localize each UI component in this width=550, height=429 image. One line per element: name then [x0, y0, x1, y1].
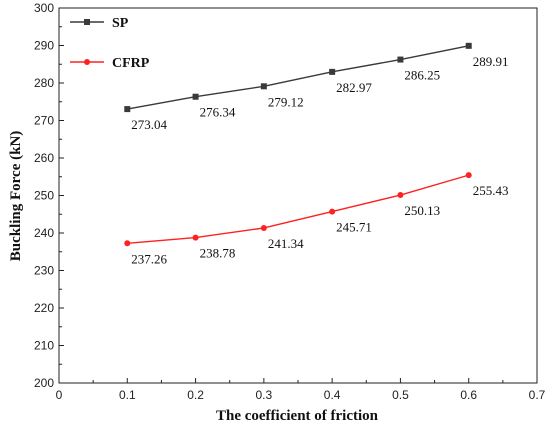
cfrp-data-label: 250.13 [404, 203, 440, 218]
x-tick-label: 0.7 [529, 388, 546, 402]
sp-point [329, 68, 336, 75]
sp-point [192, 93, 199, 100]
cfrp-point [465, 172, 472, 179]
cfrp-point [260, 224, 267, 231]
x-axis-title: The coefficient of friction [216, 408, 379, 424]
x-tick-label: 0.2 [187, 388, 204, 402]
y-tick-label: 270 [34, 114, 54, 128]
sp-legend-marker [84, 19, 90, 25]
y-tick-label: 230 [34, 264, 54, 278]
sp-legend-label: SP [112, 16, 129, 31]
y-axis-title: Buckling Force (kN) [8, 131, 24, 262]
y-tick-label: 250 [34, 189, 54, 203]
cfrp-data-label: 237.26 [131, 251, 167, 266]
cfrp-data-label: 241.34 [268, 236, 304, 251]
cfrp-point [397, 192, 404, 199]
sp-point [397, 56, 404, 63]
cfrp-series-line [127, 174, 469, 244]
sp-data-label: 276.34 [200, 105, 236, 120]
cfrp-data-label: 245.71 [336, 220, 372, 235]
sp-point [465, 42, 472, 49]
x-tick-label: 0.1 [119, 388, 136, 402]
y-tick-label: 300 [34, 1, 54, 15]
x-tick-label: 0.4 [324, 388, 341, 402]
cfrp-legend-marker [84, 59, 90, 65]
sp-data-label: 286.25 [404, 68, 440, 83]
y-tick-label: 290 [34, 39, 54, 53]
y-tick-label: 240 [34, 226, 54, 240]
sp-data-label: 273.04 [131, 117, 167, 132]
cfrp-point [192, 234, 199, 241]
y-tick-label: 200 [34, 376, 54, 390]
x-tick-label: 0 [56, 388, 63, 402]
cfrp-point [124, 240, 131, 247]
y-tick-label: 280 [34, 76, 54, 90]
sp-data-label: 279.12 [268, 94, 304, 109]
x-tick-label: 0.3 [256, 388, 273, 402]
x-tick-label: 0.5 [392, 388, 409, 402]
y-tick-label: 210 [34, 339, 54, 353]
sp-data-label: 282.97 [336, 80, 372, 95]
cfrp-point [329, 208, 336, 215]
sp-point [124, 106, 131, 113]
y-tick-label: 220 [34, 301, 54, 315]
cfrp-data-label: 238.78 [200, 246, 236, 261]
sp-series-line [127, 45, 469, 110]
sp-point [260, 83, 267, 90]
sp-data-label: 289.91 [473, 54, 509, 69]
x-tick-label: 0.6 [460, 388, 477, 402]
y-tick-label: 260 [34, 151, 54, 165]
cfrp-legend-label: CFRP [112, 56, 150, 71]
cfrp-data-label: 255.43 [473, 183, 509, 198]
